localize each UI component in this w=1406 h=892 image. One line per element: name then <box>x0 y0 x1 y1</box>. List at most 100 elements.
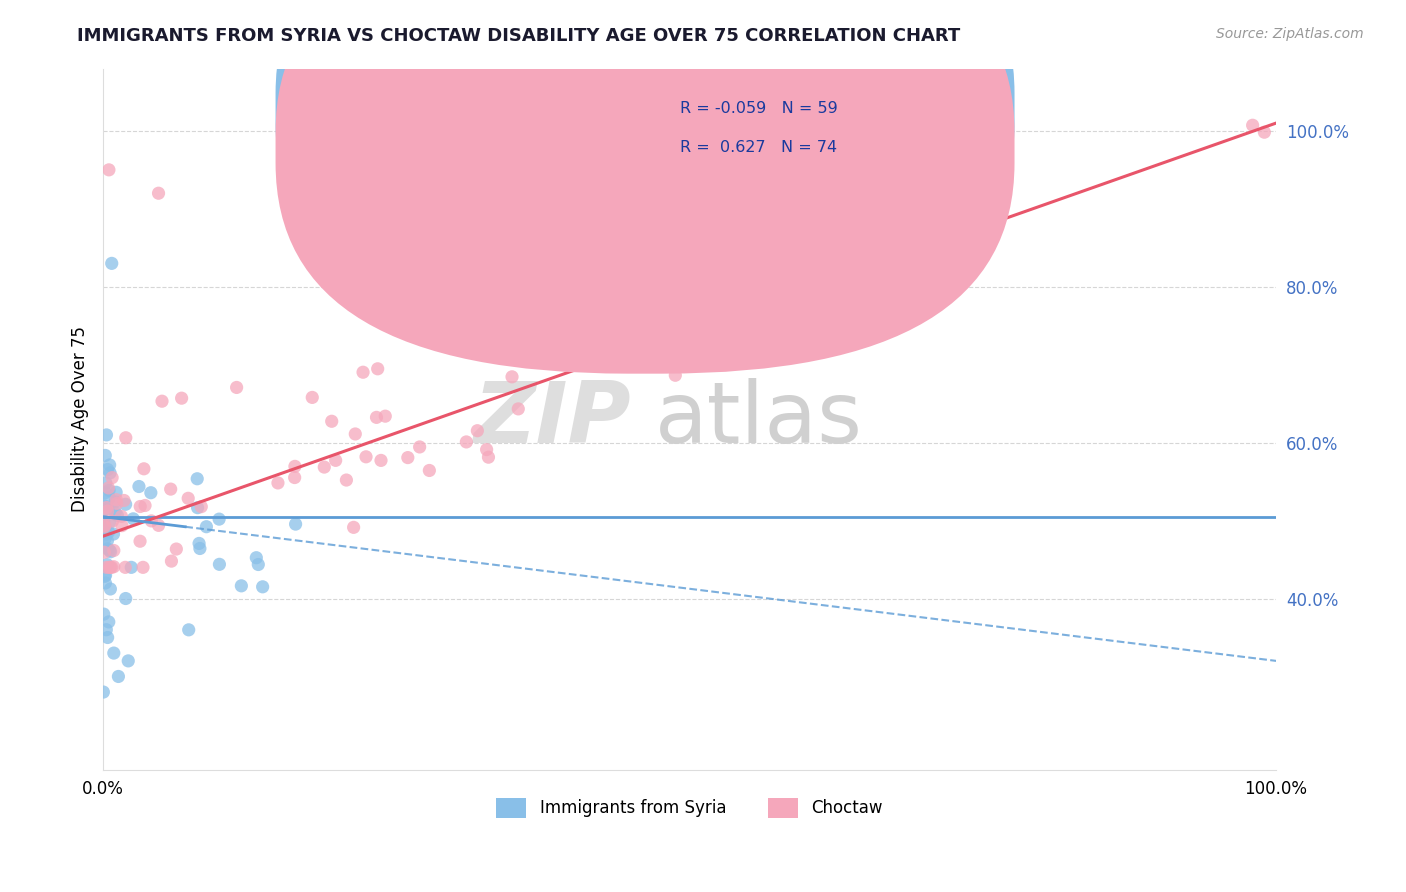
Point <box>354 450 377 464</box>
Point <box>325 453 347 467</box>
Point <box>96 533 118 548</box>
Point <box>100 582 122 596</box>
Point <box>160 554 183 568</box>
Point <box>284 517 307 532</box>
Point <box>321 414 343 428</box>
Point <box>103 646 125 660</box>
Point <box>120 560 142 574</box>
Point <box>96 558 118 572</box>
Point <box>107 669 129 683</box>
Point <box>561 310 583 324</box>
Text: atlas: atlas <box>654 377 862 461</box>
Point <box>98 516 121 530</box>
Point <box>98 458 121 472</box>
Point <box>335 473 357 487</box>
Point <box>94 576 117 591</box>
Point <box>579 353 602 368</box>
Point <box>101 470 124 484</box>
Point <box>97 631 120 645</box>
Point <box>97 162 120 177</box>
Point <box>190 500 212 514</box>
Point <box>93 499 115 513</box>
Point <box>103 559 125 574</box>
Point <box>122 512 145 526</box>
Point <box>97 462 120 476</box>
Text: IMMIGRANTS FROM SYRIA VS CHOCTAW DISABILITY AGE OVER 75 CORRELATION CHART: IMMIGRANTS FROM SYRIA VS CHOCTAW DISABIL… <box>77 27 960 45</box>
Point <box>165 542 187 557</box>
Point <box>225 380 247 394</box>
Point <box>501 325 523 339</box>
Point <box>94 475 117 490</box>
Point <box>301 391 323 405</box>
Point <box>367 361 389 376</box>
Point <box>105 492 128 507</box>
Point <box>96 500 118 515</box>
Point <box>96 428 118 442</box>
Point <box>96 560 118 574</box>
Point <box>366 410 388 425</box>
Point <box>475 442 498 457</box>
Point <box>100 545 122 559</box>
Point <box>550 290 572 304</box>
Point <box>159 482 181 496</box>
Point <box>97 501 120 516</box>
Point <box>1241 118 1264 132</box>
Point <box>352 365 374 379</box>
Point <box>98 560 121 574</box>
Point <box>104 505 127 519</box>
Point <box>134 499 156 513</box>
Point <box>132 560 155 574</box>
Point <box>100 256 122 270</box>
Point <box>129 500 152 514</box>
Point <box>267 475 290 490</box>
Point <box>132 462 155 476</box>
Point <box>98 560 121 574</box>
Point <box>314 460 336 475</box>
Point <box>105 485 128 500</box>
Point <box>94 518 117 533</box>
Point <box>344 427 367 442</box>
Point <box>97 504 120 518</box>
Point <box>561 124 583 138</box>
Point <box>98 466 121 480</box>
Point <box>94 485 117 500</box>
Point <box>114 497 136 511</box>
Point <box>110 509 132 524</box>
Point <box>111 518 134 533</box>
Point <box>537 124 560 138</box>
Text: Source: ZipAtlas.com: Source: ZipAtlas.com <box>1216 27 1364 41</box>
Point <box>100 560 122 574</box>
Point <box>104 495 127 509</box>
Point <box>150 394 173 409</box>
Point <box>188 541 211 556</box>
Point <box>284 470 307 484</box>
Point <box>187 500 209 515</box>
Point <box>94 532 117 546</box>
Point <box>129 534 152 549</box>
Point <box>114 560 136 574</box>
Point <box>177 623 200 637</box>
Y-axis label: Disability Age Over 75: Disability Age Over 75 <box>72 326 89 512</box>
Point <box>141 514 163 528</box>
Point <box>170 391 193 405</box>
Point <box>97 525 120 540</box>
Point <box>96 541 118 556</box>
Point <box>524 352 547 367</box>
Point <box>93 514 115 528</box>
Point <box>188 536 211 550</box>
Point <box>94 568 117 582</box>
Point <box>93 545 115 559</box>
Point <box>186 472 208 486</box>
Point <box>508 401 530 416</box>
Point <box>456 434 478 449</box>
Text: ZIP: ZIP <box>474 377 631 461</box>
Point <box>103 543 125 558</box>
Point <box>105 508 128 523</box>
Point <box>114 431 136 445</box>
FancyBboxPatch shape <box>276 0 1015 374</box>
Point <box>477 450 499 465</box>
Point <box>284 459 307 474</box>
Point <box>93 502 115 516</box>
Point <box>93 519 115 533</box>
Point <box>664 368 686 383</box>
